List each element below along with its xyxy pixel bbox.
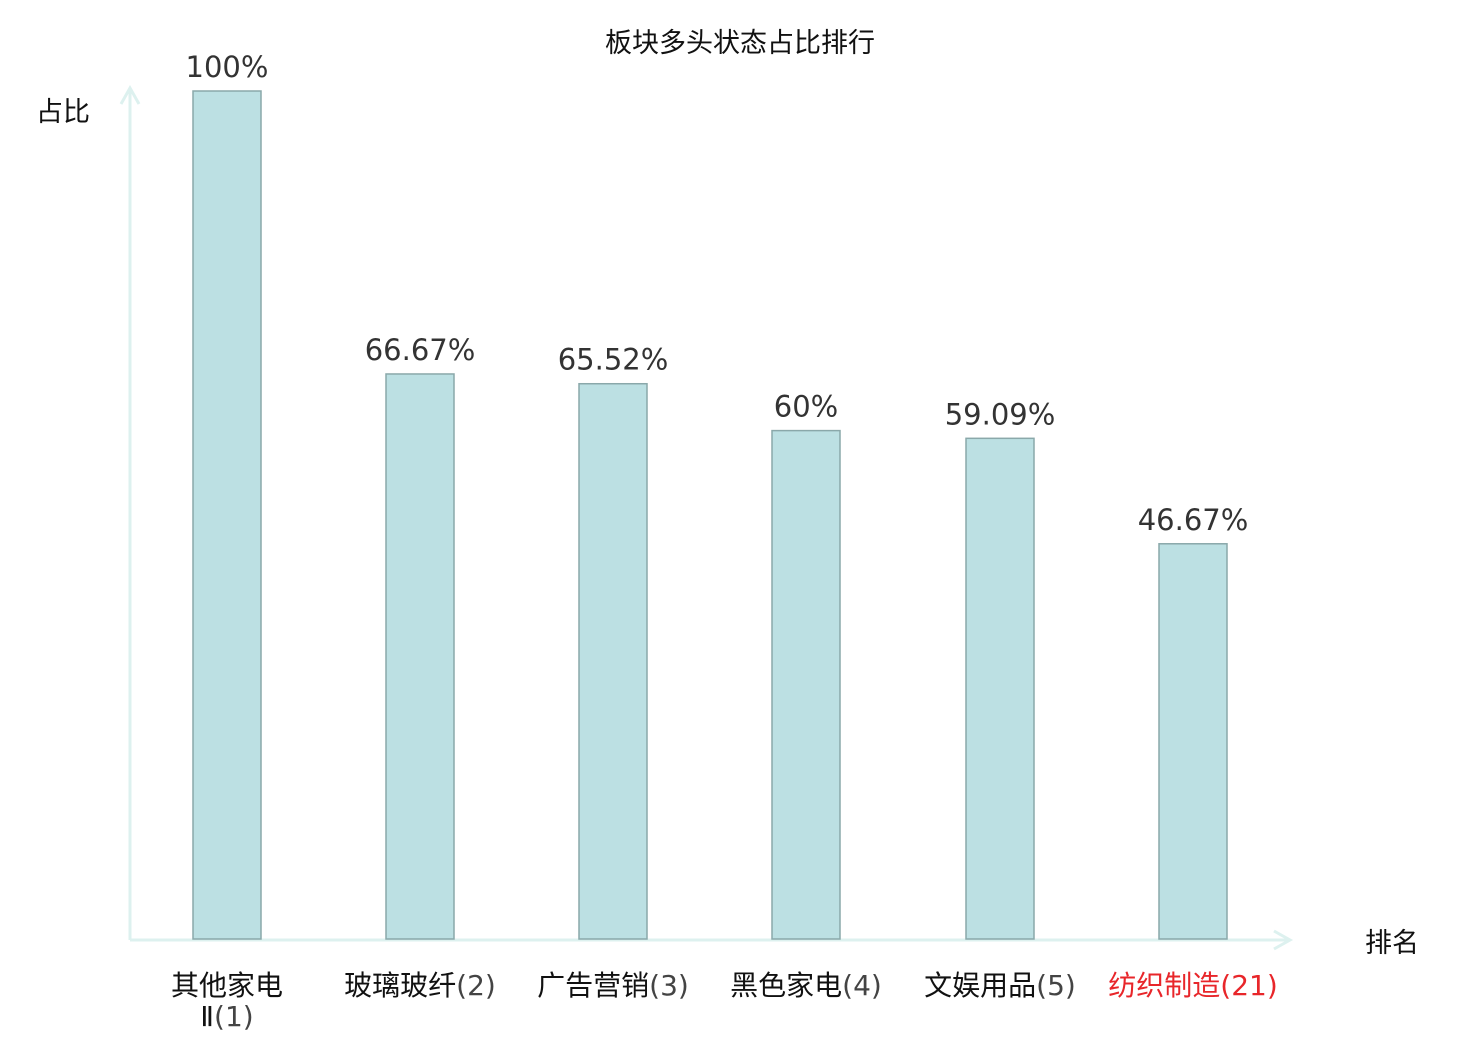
x-tick-label-name: Ⅱ bbox=[200, 1000, 214, 1033]
bar bbox=[771, 429, 841, 940]
x-axis-arrow-icon bbox=[1273, 929, 1294, 951]
x-tick-label-rank: (2) bbox=[456, 969, 496, 1002]
y-axis-label: 占比 bbox=[36, 97, 90, 128]
data-label: 66.67% bbox=[365, 333, 476, 367]
x-tick-label-rank: (4) bbox=[842, 969, 882, 1002]
bar bbox=[578, 382, 648, 940]
bar bbox=[1158, 543, 1228, 940]
bar bbox=[965, 437, 1035, 940]
data-label: 59.09% bbox=[945, 397, 1056, 431]
x-tick-label-name: 玻璃玻纤 bbox=[344, 969, 456, 1002]
x-tick-label-rank: (5) bbox=[1036, 969, 1076, 1002]
x-tick-label-name: 黑色家电 bbox=[730, 969, 842, 1002]
bar bbox=[385, 373, 455, 940]
chart-title: 板块多头状态占比排行 bbox=[605, 28, 875, 59]
data-label: 60% bbox=[774, 390, 838, 424]
x-tick-label: 黑色家电(4) bbox=[730, 969, 882, 1002]
x-tick-label-rank: (21) bbox=[1220, 969, 1277, 1002]
x-tick-label: 文娱用品(5) bbox=[924, 969, 1076, 1002]
data-label: 46.67% bbox=[1138, 503, 1249, 537]
y-axis-arrow-icon bbox=[119, 84, 141, 105]
x-axis-label: 排名 bbox=[1365, 928, 1419, 959]
x-tick-label-name: 文娱用品 bbox=[924, 969, 1036, 1002]
x-tick-label-rank: (1) bbox=[214, 1000, 254, 1033]
x-tick-label-name: 广告营销 bbox=[537, 969, 649, 1002]
x-tick-label-rank: (3) bbox=[649, 969, 689, 1002]
x-tick-label: 其他家电 bbox=[171, 969, 283, 1002]
x-tick-label: Ⅱ(1) bbox=[200, 1000, 253, 1033]
x-tick-label: 玻璃玻纤(2) bbox=[344, 969, 496, 1002]
x-tick-label: 纺织制造(21) bbox=[1108, 969, 1278, 1002]
data-label: 65.52% bbox=[558, 343, 669, 377]
x-tick-label: 广告营销(3) bbox=[537, 969, 689, 1002]
bar bbox=[192, 90, 262, 940]
x-tick-label-name: 纺织制造 bbox=[1108, 969, 1220, 1002]
data-label: 100% bbox=[186, 50, 269, 84]
